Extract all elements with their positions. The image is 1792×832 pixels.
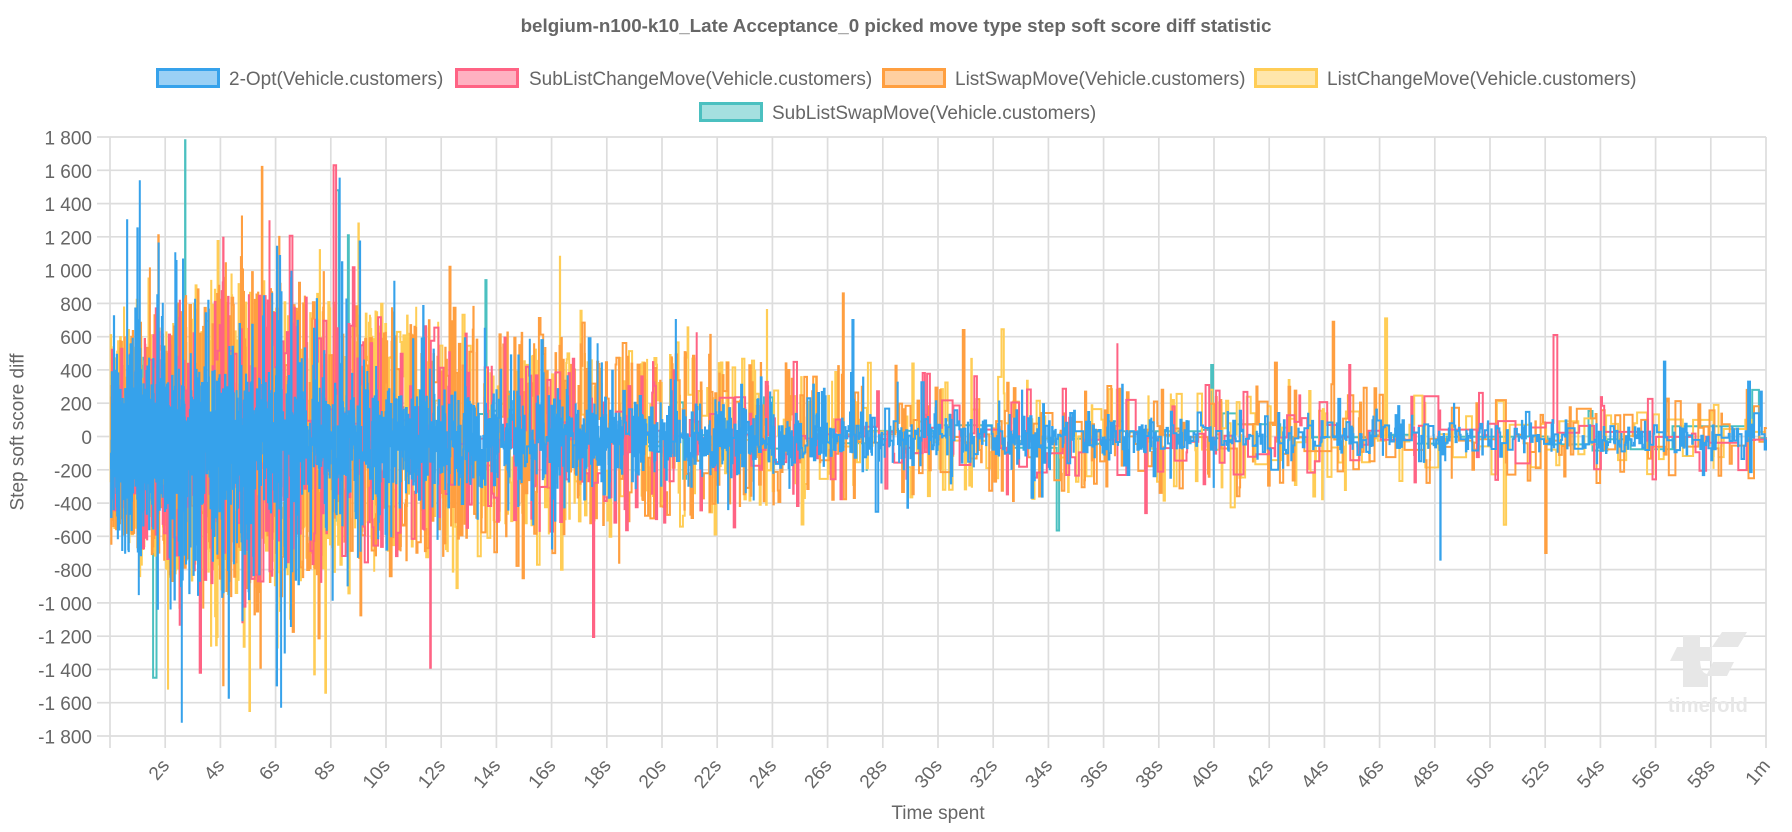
- svg-text:-200: -200: [54, 461, 92, 482]
- svg-text:200: 200: [60, 395, 92, 416]
- svg-text:44s: 44s: [1297, 756, 1333, 793]
- svg-text:42s: 42s: [1242, 756, 1278, 793]
- svg-text:6s: 6s: [255, 756, 284, 785]
- svg-text:-1 600: -1 600: [38, 694, 92, 715]
- svg-text:SubListSwapMove(Vehicle.custom: SubListSwapMove(Vehicle.customers): [772, 103, 1096, 124]
- svg-text:28s: 28s: [856, 756, 892, 793]
- svg-text:24s: 24s: [745, 756, 781, 793]
- svg-text:-800: -800: [54, 561, 92, 582]
- svg-text:10s: 10s: [359, 756, 395, 793]
- svg-text:32s: 32s: [966, 756, 1002, 793]
- svg-text:58s: 58s: [1684, 756, 1720, 793]
- svg-text:belgium-n100-k10_Late Acceptan: belgium-n100-k10_Late Acceptance_0 picke…: [521, 15, 1272, 36]
- svg-text:46s: 46s: [1353, 756, 1389, 793]
- svg-text:ListChangeMove(Vehicle.custome: ListChangeMove(Vehicle.customers): [1327, 69, 1636, 90]
- svg-text:22s: 22s: [690, 756, 726, 793]
- svg-text:-600: -600: [54, 528, 92, 549]
- svg-text:38s: 38s: [1132, 756, 1168, 793]
- svg-text:30s: 30s: [911, 756, 947, 793]
- svg-text:8s: 8s: [311, 756, 340, 785]
- svg-text:56s: 56s: [1629, 756, 1665, 793]
- svg-text:26s: 26s: [801, 756, 837, 793]
- svg-text:20s: 20s: [635, 756, 671, 793]
- svg-text:1 200: 1 200: [44, 228, 92, 249]
- svg-text:40s: 40s: [1187, 756, 1223, 793]
- svg-text:34s: 34s: [1021, 756, 1057, 793]
- svg-text:48s: 48s: [1408, 756, 1444, 793]
- svg-text:2-Opt(Vehicle.customers): 2-Opt(Vehicle.customers): [229, 69, 443, 90]
- svg-text:-400: -400: [54, 495, 92, 516]
- svg-text:-1 200: -1 200: [38, 628, 92, 649]
- svg-text:-1 800: -1 800: [38, 728, 92, 749]
- svg-text:36s: 36s: [1077, 756, 1113, 793]
- svg-text:400: 400: [60, 361, 92, 382]
- svg-text:800: 800: [60, 295, 92, 316]
- svg-text:0: 0: [81, 428, 92, 449]
- svg-text:12s: 12s: [414, 756, 450, 793]
- svg-text:1 400: 1 400: [44, 195, 92, 216]
- svg-text:16s: 16s: [525, 756, 561, 793]
- svg-text:50s: 50s: [1463, 756, 1499, 793]
- svg-text:1 800: 1 800: [44, 129, 92, 150]
- svg-text:18s: 18s: [580, 756, 616, 793]
- svg-text:1 600: 1 600: [44, 162, 92, 183]
- svg-text:1m: 1m: [1742, 756, 1775, 790]
- svg-text:timefold: timefold: [1668, 695, 1748, 717]
- svg-text:2s: 2s: [145, 756, 174, 785]
- svg-text:-1 400: -1 400: [38, 661, 92, 682]
- svg-text:1 000: 1 000: [44, 262, 92, 283]
- svg-text:4s: 4s: [200, 756, 229, 785]
- svg-text:-1 000: -1 000: [38, 594, 92, 615]
- svg-text:52s: 52s: [1518, 756, 1554, 793]
- svg-text:SubListChangeMove(Vehicle.cust: SubListChangeMove(Vehicle.customers): [529, 69, 872, 90]
- svg-text:Step soft score diff: Step soft score diff: [8, 353, 29, 511]
- svg-text:ListSwapMove(Vehicle.customers: ListSwapMove(Vehicle.customers): [955, 69, 1245, 90]
- svg-text:54s: 54s: [1573, 756, 1609, 793]
- svg-text:Time spent: Time spent: [891, 803, 985, 824]
- svg-text:14s: 14s: [469, 756, 505, 793]
- svg-text:600: 600: [60, 328, 92, 349]
